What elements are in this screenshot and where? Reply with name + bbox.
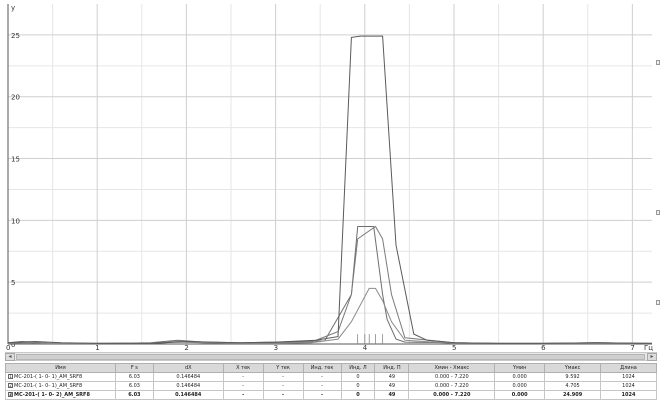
col-header-il[interactable]: Инд. Л: [340, 363, 376, 373]
col-header-ymax[interactable]: Yмакс: [544, 363, 602, 373]
dx-cell: 0.146484: [152, 390, 224, 400]
fs-cell: 6.03: [114, 372, 154, 382]
xrange-cell: 0.000 - 7.220: [408, 390, 496, 400]
horizontal-scrollbar[interactable]: ◂ ▸: [5, 352, 657, 361]
col-header-dx[interactable]: dX: [152, 363, 224, 373]
x-unit-label: Гц: [644, 344, 653, 352]
right-edge-markers: [655, 0, 661, 352]
dx-cell: 0.146484: [152, 381, 224, 391]
series-name: MC-201-( 1- 0- 1)_AM_SRF8: [14, 374, 83, 380]
ip-cell: 49: [374, 390, 410, 400]
table-header-row: Имя F s dX X тек Y тек Инд. тек Инд. Л И…: [5, 363, 657, 373]
ycur-cell: -: [262, 372, 304, 382]
table-row[interactable]: 3 MC-201-( 1- 0- 2)_AM_SRF8 6.03 0.146484…: [5, 390, 657, 400]
col-header-icur[interactable]: Инд. тек: [302, 363, 342, 373]
col-header-xrange[interactable]: Xмин - Xмакс: [408, 363, 496, 373]
il-cell: 0: [340, 390, 376, 400]
ycur-cell: -: [262, 390, 304, 400]
x-tick-label: 7: [630, 344, 634, 352]
x-tick-label: 2: [184, 344, 188, 352]
y-tick-label: 10: [11, 217, 20, 225]
plot-area[interactable]: 0 5 10 15 20 25 0 1 2 3 4 5 6 7 y Гц: [0, 0, 661, 352]
ip-cell: 49: [374, 381, 410, 391]
il-cell: 0: [340, 381, 376, 391]
x-tick-label: 3: [274, 344, 278, 352]
xrange-cell: 0.000 - 7.220: [408, 372, 496, 382]
col-header-ycur[interactable]: Y тек: [262, 363, 304, 373]
dx-cell: 0.146484: [152, 372, 224, 382]
xcur-cell: -: [222, 390, 264, 400]
ymin-cell: 0.000: [494, 381, 546, 391]
y-tick-label: 15: [11, 156, 20, 164]
x-tick-label: 4: [363, 344, 368, 352]
scroll-thumb[interactable]: [16, 354, 645, 360]
icur-cell: -: [302, 381, 342, 391]
scroll-left-button[interactable]: ◂: [5, 353, 15, 361]
ycur-cell: -: [262, 381, 304, 391]
x-tick-label: 0: [6, 344, 10, 352]
edge-marker[interactable]: [656, 60, 660, 65]
table-row[interactable]: 2 MC-201-( 1- 0- 1)_AM_SRF8 6.03 0.146484…: [5, 381, 657, 391]
xrange-cell: 0.000 - 7.220: [408, 381, 496, 391]
edge-marker[interactable]: [656, 210, 660, 215]
ymin-cell: 0.000: [494, 372, 546, 382]
ymax-cell: 4.705: [544, 381, 602, 391]
y-tick-label: 0: [11, 341, 15, 349]
fs-cell: 6.03: [114, 381, 154, 391]
col-header-fs[interactable]: F s: [114, 363, 154, 373]
y-tick-label: 25: [11, 32, 20, 40]
name-cell: 3 MC-201-( 1- 0- 2)_AM_SRF8: [5, 390, 116, 400]
row-checkbox[interactable]: 3: [8, 392, 13, 397]
col-header-name[interactable]: Имя: [5, 363, 116, 373]
scroll-right-button[interactable]: ▸: [647, 353, 657, 361]
ip-cell: 49: [374, 372, 410, 382]
icur-cell: -: [302, 390, 342, 400]
ymax-cell: 24.909: [544, 390, 602, 400]
y-tick-label: 5: [11, 279, 15, 287]
x-tick-label: 1: [95, 344, 99, 352]
y-axis-top-label: y: [11, 4, 15, 12]
spectrum-chart[interactable]: 0 5 10 15 20 25 0 1 2 3 4 5 6 7 y Гц: [0, 0, 661, 352]
x-tick-label: 6: [541, 344, 546, 352]
y-tick-label: 20: [11, 94, 20, 102]
series-line-1: [7, 226, 653, 344]
col-header-ymin[interactable]: Yмин: [494, 363, 546, 373]
name-cell: 1 MC-201-( 1- 0- 1)_AM_SRF8: [5, 372, 116, 382]
col-header-length[interactable]: Длина: [600, 363, 657, 373]
series-name: MC-201-( 1- 0- 1)_AM_SRF8: [14, 383, 83, 389]
name-cell: 2 MC-201-( 1- 0- 1)_AM_SRF8: [5, 381, 116, 391]
col-header-xcur[interactable]: X тек: [222, 363, 264, 373]
series-line-2: [7, 225, 653, 344]
length-cell: 1024: [600, 390, 657, 400]
series-name: MC-201-( 1- 0- 2)_AM_SRF8: [14, 392, 90, 398]
series-table: Имя F s dX X тек Y тек Инд. тек Инд. Л И…: [5, 363, 657, 400]
x-tick-label: 5: [452, 344, 456, 352]
icur-cell: -: [302, 372, 342, 382]
xcur-cell: -: [222, 381, 264, 391]
row-checkbox[interactable]: 2: [8, 383, 13, 388]
xcur-cell: -: [222, 372, 264, 382]
col-header-ip[interactable]: Инд. П: [374, 363, 410, 373]
length-cell: 1024: [600, 372, 657, 382]
edge-marker[interactable]: [656, 300, 660, 305]
ymin-cell: 0.000: [494, 390, 546, 400]
fs-cell: 6.03: [114, 390, 154, 400]
length-cell: 1024: [600, 381, 657, 391]
ymax-cell: 9.592: [544, 372, 602, 382]
table-row[interactable]: 1 MC-201-( 1- 0- 1)_AM_SRF8 6.03 0.146484…: [5, 372, 657, 382]
il-cell: 0: [340, 372, 376, 382]
row-checkbox[interactable]: 1: [8, 374, 13, 379]
series-line-4: [7, 35, 653, 344]
